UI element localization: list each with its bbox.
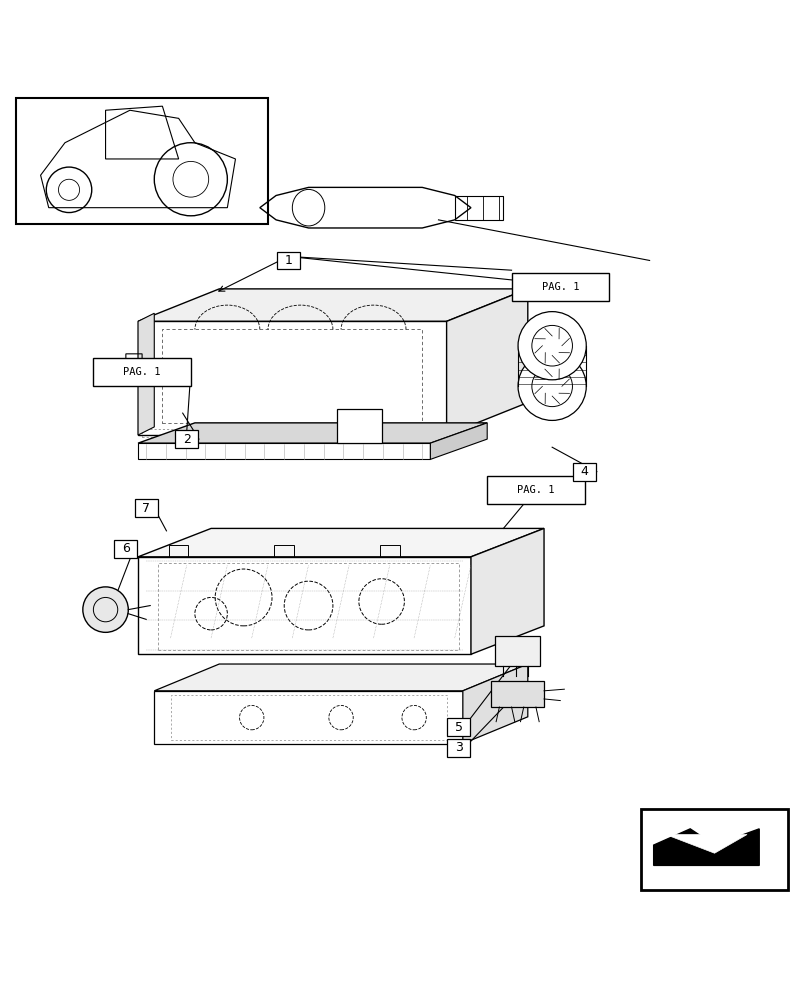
Polygon shape bbox=[138, 528, 543, 557]
Circle shape bbox=[517, 312, 586, 380]
Polygon shape bbox=[470, 528, 543, 654]
Text: 5: 5 bbox=[454, 721, 462, 734]
Polygon shape bbox=[138, 557, 470, 654]
Polygon shape bbox=[447, 718, 470, 736]
Polygon shape bbox=[154, 691, 462, 744]
Polygon shape bbox=[138, 321, 446, 435]
Polygon shape bbox=[641, 809, 787, 890]
Text: 7: 7 bbox=[142, 502, 150, 515]
Circle shape bbox=[83, 587, 128, 632]
Text: 4: 4 bbox=[580, 465, 588, 478]
Polygon shape bbox=[138, 313, 154, 435]
Polygon shape bbox=[462, 664, 527, 744]
Text: 1: 1 bbox=[284, 254, 292, 267]
Text: 2: 2 bbox=[182, 433, 191, 446]
Polygon shape bbox=[487, 476, 584, 504]
Polygon shape bbox=[93, 358, 191, 386]
Polygon shape bbox=[175, 430, 198, 448]
Polygon shape bbox=[653, 829, 758, 865]
Polygon shape bbox=[138, 423, 487, 443]
Text: PAG. 1: PAG. 1 bbox=[123, 367, 161, 377]
Polygon shape bbox=[430, 423, 487, 459]
Circle shape bbox=[517, 352, 586, 420]
Text: 6: 6 bbox=[122, 542, 130, 555]
Polygon shape bbox=[573, 463, 595, 481]
Text: 3: 3 bbox=[454, 741, 462, 754]
Polygon shape bbox=[154, 664, 527, 691]
Polygon shape bbox=[138, 289, 527, 321]
Polygon shape bbox=[337, 409, 381, 443]
Polygon shape bbox=[138, 443, 430, 459]
Polygon shape bbox=[277, 252, 299, 269]
Polygon shape bbox=[16, 98, 268, 224]
Polygon shape bbox=[665, 835, 746, 853]
Polygon shape bbox=[114, 540, 137, 558]
Polygon shape bbox=[495, 636, 539, 666]
Polygon shape bbox=[135, 499, 157, 517]
Polygon shape bbox=[446, 289, 527, 435]
Text: PAG. 1: PAG. 1 bbox=[541, 282, 578, 292]
Polygon shape bbox=[491, 681, 543, 707]
Polygon shape bbox=[447, 739, 470, 757]
Text: PAG. 1: PAG. 1 bbox=[517, 485, 554, 495]
Polygon shape bbox=[511, 273, 608, 301]
